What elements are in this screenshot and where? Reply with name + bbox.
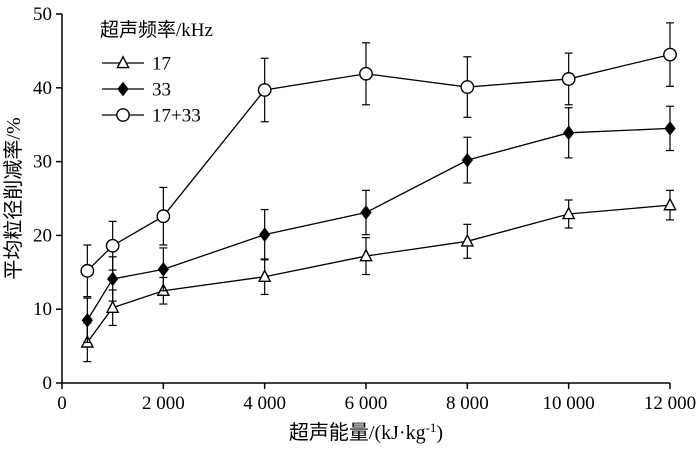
legend: 超声频率/kHz 17 33 17+33 (100, 19, 213, 127)
series-17+33 (80, 22, 677, 298)
x-tick-label: 12 000 (644, 393, 696, 414)
triangle-marker (359, 248, 373, 262)
series-line (86, 53, 671, 272)
tick-marks (56, 13, 671, 389)
circle-marker (561, 72, 576, 86)
diamond-marker (157, 262, 169, 277)
circle-marker (105, 238, 120, 253)
y-tick-label: 30 (33, 152, 52, 173)
y-tick-label: 10 (33, 299, 52, 320)
series-17 (80, 189, 677, 363)
series-line (86, 204, 671, 343)
diamond-marker (664, 121, 676, 136)
y-tick-label: 40 (33, 78, 52, 99)
triangle-marker (257, 269, 272, 283)
tick-labels: 0 2 000 4 000 6 000 8 000 10 000 12 000 0 10 20 30… (33, 4, 696, 414)
diamond-marker (563, 125, 575, 141)
series-33 (81, 105, 676, 344)
legend-label: 17 (152, 54, 171, 75)
diamond-marker (461, 152, 473, 168)
x-tick-label: 2 000 (142, 393, 185, 414)
x-tick-label: 8 000 (446, 393, 489, 414)
x-tick-label: 4 000 (243, 393, 286, 414)
circle-marker (460, 80, 475, 94)
circle-marker (116, 108, 130, 122)
circle-marker (156, 209, 171, 224)
legend-title: 超声频率/kHz (100, 19, 213, 41)
y-axis-title: 平均粒径削减率/% (2, 117, 25, 279)
y-tick-label: 50 (33, 4, 52, 25)
circle-marker (80, 263, 95, 278)
diamond-marker (259, 227, 271, 242)
triangle-marker (561, 206, 576, 220)
circle-marker (359, 66, 373, 81)
circle-marker (257, 83, 272, 97)
triangle-marker (116, 55, 130, 69)
diamond-marker (360, 205, 372, 220)
triangle-marker (105, 300, 120, 314)
series-line (86, 127, 671, 321)
diamond-marker (107, 271, 119, 287)
y-tick-label: 20 (33, 225, 52, 246)
triangle-marker (460, 233, 475, 247)
x-tick-label: 0 (57, 393, 67, 414)
legend-label: 17+33 (152, 106, 201, 127)
triangle-marker (663, 197, 677, 211)
x-axis-title: 超声能量/(kJ·kg-1) (289, 420, 443, 444)
circle-marker (663, 47, 677, 62)
y-tick-label: 0 (43, 373, 53, 394)
x-tick-label: 10 000 (543, 393, 595, 414)
diamond-marker (81, 312, 93, 328)
x-tick-label: 6 000 (345, 393, 388, 414)
legend-label: 33 (152, 80, 171, 101)
diamond-marker (117, 81, 129, 97)
